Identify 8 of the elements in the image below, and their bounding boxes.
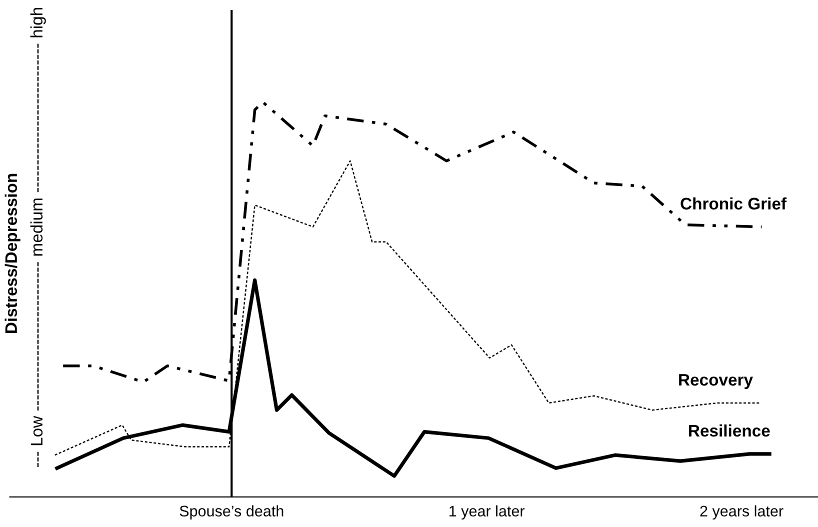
series-label: Resilience: [689, 424, 770, 437]
series-label: Recovery: [679, 374, 753, 390]
annotation: --- Low --------------------------- medium --------------------------- high: [30, 8, 46, 468]
x-tick-label: Spouse’s death: [180, 505, 284, 520]
series-label: Chronic Grief: [680, 197, 787, 210]
x-tick-label: 2 years later: [700, 505, 784, 520]
x-tick-label: 1 year later: [450, 505, 525, 520]
y-axis-title: Distress/Depression: [4, 174, 20, 333]
